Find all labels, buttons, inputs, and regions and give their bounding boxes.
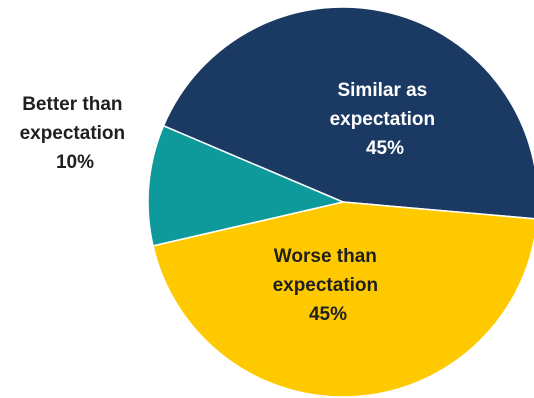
slice-value-similar: 45% [366,138,404,159]
top-arc-fragment [420,0,434,14]
pie-slice-better [147,124,346,247]
slice-label-similar-line2: expectation [330,109,436,130]
slice-label-better-line2: expectation [20,123,126,144]
slice-label-worse-line1: Worse than [274,246,377,267]
slice-label-worse: Worse than expectation 45% [273,246,384,325]
slice-label-worse-line2: expectation [273,275,379,296]
pie-slice-similar [162,6,534,220]
slice-value-better: 10% [56,152,94,173]
pie-slice-worse [152,201,534,398]
slice-label-better-line1: Better than [22,94,122,115]
slice-labels: Similar as expectation 45% Worse than ex… [20,80,441,325]
slice-label-better: Better than expectation 10% [20,94,131,173]
slice-label-similar: Similar as expectation 45% [330,80,441,159]
pie-slices [147,6,534,398]
slice-label-similar-line1: Similar as [337,80,427,101]
slice-value-worse: 45% [309,304,347,325]
